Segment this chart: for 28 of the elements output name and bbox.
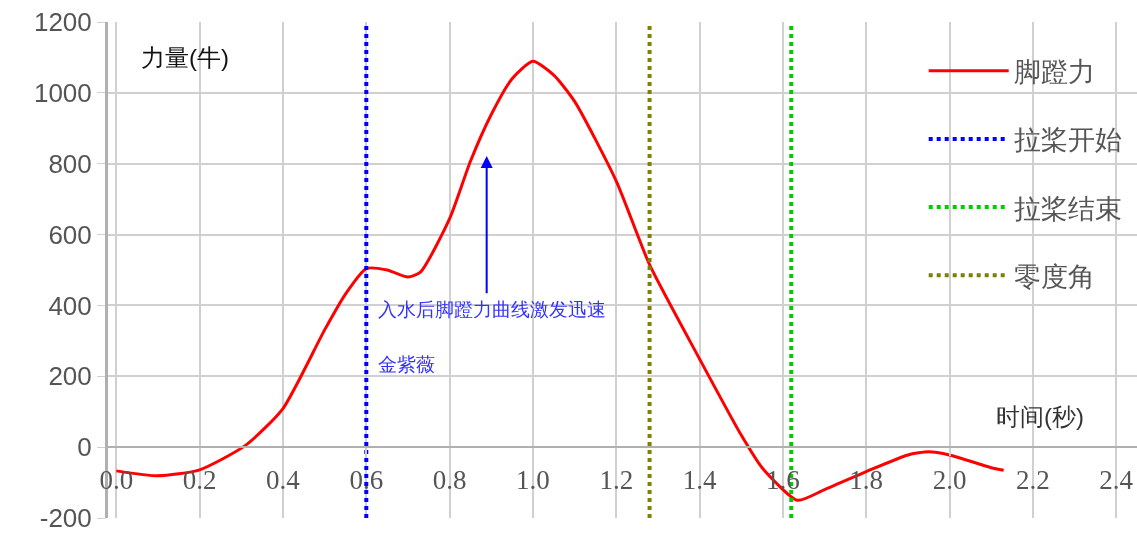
x-axis-title: 时间(秒) — [996, 403, 1084, 430]
x-tick-label: 1.0 — [516, 464, 550, 495]
x-tick-label: 1.4 — [682, 464, 717, 495]
y-tick-label: 1000 — [33, 77, 92, 108]
x-tick-label: 2.2 — [1015, 464, 1050, 495]
y-tick-label: 0 — [77, 432, 92, 463]
x-tick-label: 1.2 — [599, 464, 634, 495]
x-tick-label: 1.8 — [849, 464, 884, 495]
x-tick-label: 0.8 — [432, 464, 467, 495]
y-tick-label: 600 — [48, 219, 92, 250]
annotation: 金紫薇 — [378, 354, 435, 375]
annotation: 入水后脚蹬力曲线激发迅速 — [378, 299, 606, 320]
x-tick-label: 2.0 — [932, 464, 967, 495]
y-tick-label: 200 — [48, 361, 92, 392]
x-tick-label: 0.2 — [182, 464, 217, 495]
legend-label: 拉桨结束 — [1013, 193, 1122, 224]
legend-label: 拉桨开始 — [1013, 125, 1122, 156]
y-tick-label: 400 — [48, 290, 92, 321]
y-tick-label: -200 — [39, 503, 92, 534]
x-tick-label: 2.4 — [1099, 464, 1134, 495]
y-axis-title: 力量(牛) — [141, 44, 229, 71]
legend-label: 脚蹬力 — [1013, 57, 1095, 88]
y-tick-label: 1200 — [33, 7, 92, 38]
legend-label: 零度角 — [1013, 261, 1095, 292]
y-tick-label: 800 — [48, 148, 92, 179]
x-tick-label: 0.6 — [349, 464, 384, 495]
x-tick-label: 0.4 — [266, 464, 301, 495]
x-tick-label: 0.0 — [99, 464, 134, 495]
